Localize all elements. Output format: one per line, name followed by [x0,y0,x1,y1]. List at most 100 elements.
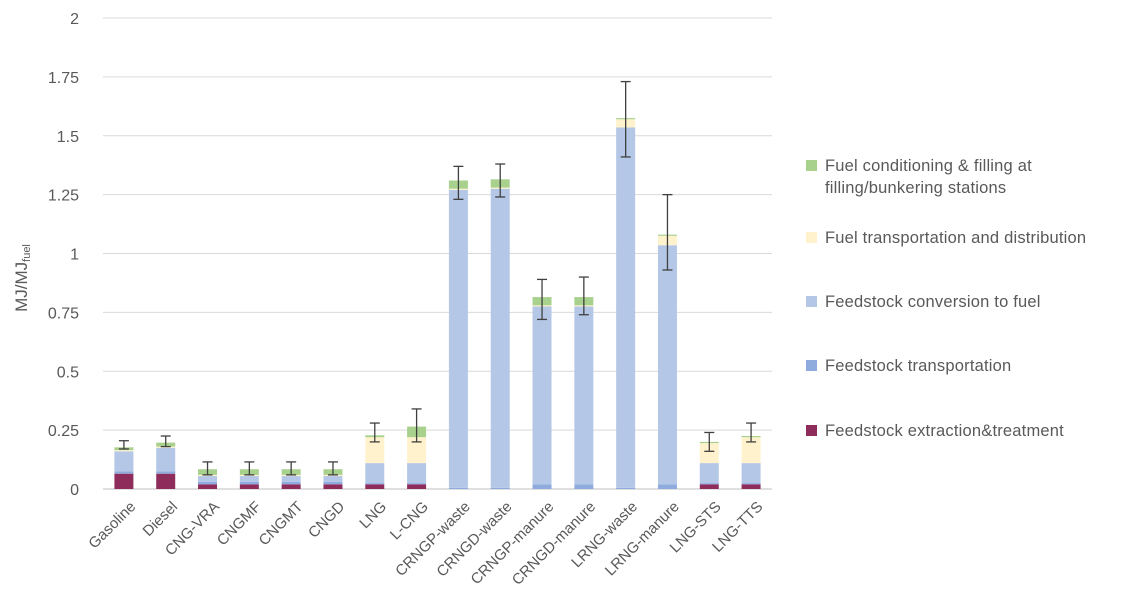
bar-segment [741,484,761,489]
bar-segment [239,476,259,482]
error-bar [244,461,255,476]
error-bar [662,193,673,271]
legend-swatch [806,160,817,171]
error-bar [704,431,715,452]
legend-label-line: Feedstock transportation [825,357,1012,375]
x-tick-label: LNG [356,498,390,532]
bar-segment [114,451,134,472]
bar-segment [699,463,719,484]
bar-segment [156,473,176,489]
legend-swatch [806,296,817,307]
bar-segment [281,476,301,482]
bar-segment [741,437,761,464]
bar-segment [239,484,259,489]
bar-segment [114,450,134,452]
legend-label-line: Feedstock extraction&treatment [825,422,1064,440]
bar-segment [532,306,552,485]
error-bar [160,435,171,448]
legend-item: Feedstock conversion to fuel [806,291,1041,313]
error-bars [118,80,757,476]
legend-item: Feedstock extraction&treatment [806,420,1064,442]
bar-segment [365,437,385,464]
legend-item: Fuel conditioning & filling at filling/bu… [806,155,1032,199]
legend-item: Feedstock transportation [806,355,1011,377]
bar-segment [407,484,427,489]
y-axis-label: MJ/MJfuel [12,244,33,312]
bar-segment [281,481,301,485]
bar-segment [699,484,719,489]
error-bar [411,408,422,443]
y-tick-label: 2 [70,11,79,28]
x-tick-label: LRNG-manure [602,498,683,579]
bar-segment [114,473,134,489]
bar-segment [448,487,468,489]
legend-label-line: Feedstock conversion to fuel [825,293,1041,311]
x-tick-label: CNGMF [214,498,265,549]
bar-segment [490,487,510,489]
error-bar [578,276,589,316]
error-bar [369,422,380,443]
bar-segment [365,484,385,489]
legend-label: Feedstock conversion to fuel [825,291,1041,313]
gridlines [103,17,772,490]
bar-segment [741,463,761,484]
error-bar [286,461,297,476]
legend-label-line: Fuel transportation and distribution [825,229,1087,247]
legend-label: Feedstock extraction&treatment [825,420,1064,442]
y-tick-label: 0 [70,482,79,499]
y-tick-label: 0.5 [57,364,79,381]
bar-segment [281,484,301,489]
bar-segment [532,484,552,489]
bar-segment [323,481,343,485]
y-tick-label: 0.25 [48,423,79,440]
legend-swatch [806,425,817,436]
legend-label: Fuel transportation and distribution [825,227,1086,249]
x-tick-label: CNGMT [256,498,307,549]
x-tick-label: Gasoline [85,498,139,552]
legend-label-line: filling/bunkering stations [825,179,1007,197]
y-tick-label: 1.25 [48,188,79,205]
error-bar [118,440,129,450]
error-bar [495,163,506,198]
y-tick-label: 0.75 [48,305,79,322]
bar-segment [699,483,719,485]
bar-segment [198,481,218,485]
bar-segment [657,245,677,485]
bar-segment [448,189,468,488]
y-tick-label: 1.5 [57,129,79,146]
bar-segment [657,484,677,489]
bar-segment [239,481,259,485]
legend-item: Fuel transportation and distribution [806,227,1086,249]
error-bar [620,80,631,158]
error-bar [453,165,464,200]
bar-segment [365,483,385,485]
bar-segment [156,471,176,474]
bar-segment [323,476,343,482]
legend-label-line: Fuel conditioning & filling at [825,157,1032,175]
bar-segment [198,484,218,489]
legend-label: Fuel conditioning & filling at filling/bu… [825,155,1032,199]
bar-segment [114,471,134,474]
bar-segment [490,188,510,488]
bar-segment [574,306,594,485]
x-tick-label: CNGD [305,498,348,541]
error-bar [746,422,757,443]
bar-segment [156,447,176,472]
bar-segment [407,483,427,485]
bar-segment [741,483,761,485]
bar-segment [407,463,427,484]
bar-segment [323,484,343,489]
legend-swatch [806,360,817,371]
y-axis-ticks: 0 0.25 0.5 0.75 1 1.25 1.5 1.75 2 [48,11,79,499]
bar-segment [407,437,427,464]
y-tick-label: 1 [70,247,79,264]
y-tick-label: 1.75 [48,70,79,87]
bar-segment [574,484,594,489]
bar-segment [699,443,719,464]
error-bar [537,278,548,321]
error-bar [202,461,213,476]
bar-segment [198,476,218,482]
